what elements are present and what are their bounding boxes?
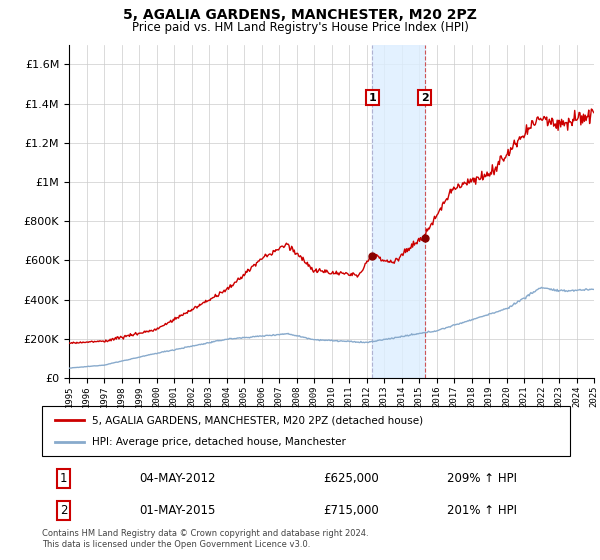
Text: Price paid vs. HM Land Registry's House Price Index (HPI): Price paid vs. HM Land Registry's House … [131,21,469,34]
Text: £625,000: £625,000 [323,472,379,484]
Text: 209% ↑ HPI: 209% ↑ HPI [447,472,517,484]
Text: 1: 1 [368,93,376,102]
Text: 201% ↑ HPI: 201% ↑ HPI [447,504,517,517]
Text: 1: 1 [60,472,67,484]
Text: 5, AGALIA GARDENS, MANCHESTER, M20 2PZ: 5, AGALIA GARDENS, MANCHESTER, M20 2PZ [123,8,477,22]
Text: 04-MAY-2012: 04-MAY-2012 [139,472,216,484]
Text: Contains HM Land Registry data © Crown copyright and database right 2024.
This d: Contains HM Land Registry data © Crown c… [42,529,368,549]
Bar [372,45,425,378]
Text: 2: 2 [421,93,428,102]
Text: 5, AGALIA GARDENS, MANCHESTER, M20 2PZ (detached house): 5, AGALIA GARDENS, MANCHESTER, M20 2PZ (… [92,415,423,425]
Text: £715,000: £715,000 [323,504,379,517]
Text: HPI: Average price, detached house, Manchester: HPI: Average price, detached house, Manc… [92,437,346,447]
Text: 01-MAY-2015: 01-MAY-2015 [139,504,215,517]
Text: 2: 2 [60,504,67,517]
